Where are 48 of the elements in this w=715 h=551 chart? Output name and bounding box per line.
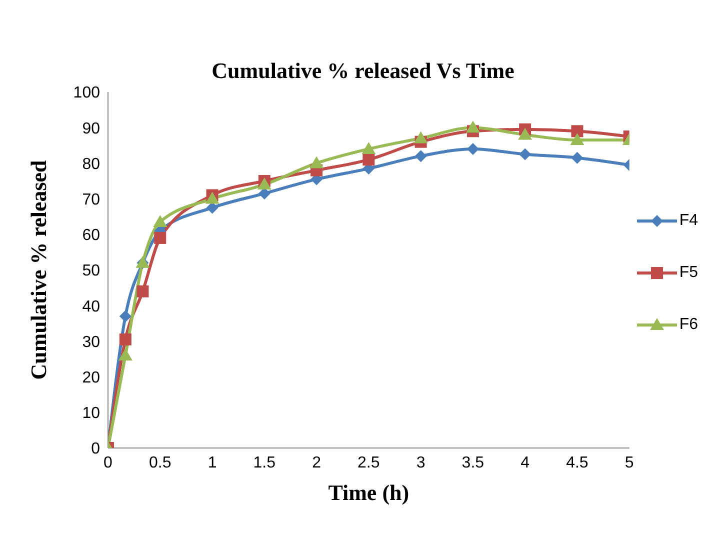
point (466, 120, 480, 133)
y-tick-label: 40 (82, 298, 100, 316)
legend-label: F6 (679, 316, 698, 334)
point (362, 154, 375, 166)
y-tick-label: 90 (82, 120, 100, 138)
point (571, 125, 584, 138)
point (118, 348, 132, 360)
y-tick-label: 60 (82, 227, 100, 244)
x-tick-label: 3 (416, 454, 426, 472)
point (205, 192, 220, 204)
x-tick-label: 3.5 (462, 454, 484, 472)
point (466, 142, 479, 155)
y-tick-label: 30 (82, 334, 100, 351)
point (257, 178, 272, 190)
x-tick-label: 4 (520, 454, 530, 472)
y-tick-label: 100 (73, 84, 100, 102)
x-axis-title: Time (h) (328, 480, 410, 505)
point (119, 310, 132, 322)
x-tick-label: 5 (624, 454, 634, 472)
legend-label: F5 (679, 264, 698, 282)
point (362, 142, 376, 154)
x-tick-label: 2.5 (358, 454, 380, 472)
point (154, 232, 166, 244)
point (310, 156, 324, 168)
point (153, 214, 168, 227)
x-tick-label: 0.5 (149, 454, 172, 472)
chart-title: Cumulative % released Vs Time (210, 58, 516, 84)
point (136, 285, 149, 298)
y-tick-label: 50 (82, 262, 100, 280)
y-tick-label: 70 (82, 191, 100, 208)
point (119, 333, 132, 346)
x-tick-label: 4.5 (566, 454, 588, 472)
x-tick-label: 2 (312, 454, 322, 472)
y-tick-label: 20 (82, 369, 100, 386)
y-tick-label: 80 (82, 156, 100, 173)
x-tick-label: 1 (208, 454, 217, 472)
point (518, 128, 532, 140)
y-axis-title: Cumulative % released (26, 160, 51, 380)
point (414, 150, 427, 162)
point (414, 131, 428, 144)
legend-label: F4 (679, 212, 698, 230)
point (571, 152, 584, 164)
point (519, 148, 532, 160)
x-tick-label: 1.5 (253, 454, 276, 472)
x-tick-label: 0 (104, 454, 113, 472)
point (570, 133, 584, 146)
y-tick-label: 10 (82, 405, 100, 422)
y-tick-label: 0 (91, 440, 100, 458)
